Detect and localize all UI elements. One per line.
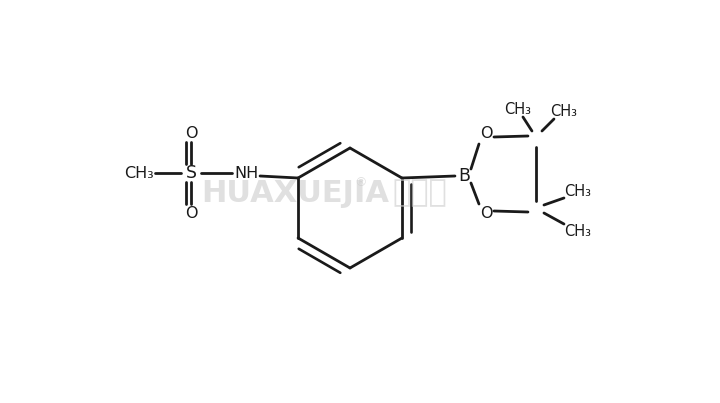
Text: O: O: [480, 206, 492, 222]
Text: O: O: [480, 127, 492, 141]
Text: O: O: [185, 206, 197, 220]
Text: CH₃: CH₃: [564, 183, 591, 199]
Text: ®: ®: [354, 177, 366, 189]
Text: CH₃: CH₃: [124, 166, 154, 181]
Text: S: S: [186, 164, 197, 182]
Text: 化学加: 化学加: [392, 179, 447, 208]
Text: CH₃: CH₃: [564, 224, 591, 239]
Text: HUAXUEJIA: HUAXUEJIA: [201, 179, 389, 208]
Text: NH: NH: [234, 166, 258, 181]
Text: CH₃: CH₃: [551, 104, 577, 118]
Text: B: B: [458, 167, 470, 185]
Text: CH₃: CH₃: [505, 102, 531, 116]
Text: O: O: [185, 125, 197, 141]
